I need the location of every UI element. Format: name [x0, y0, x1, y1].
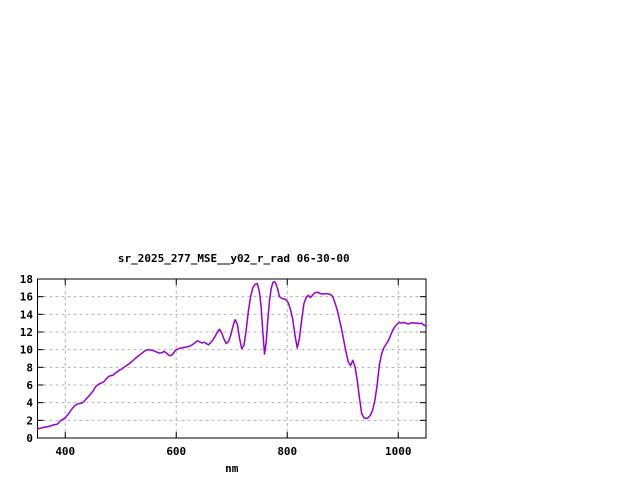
- y-tick-label: 4: [26, 397, 33, 410]
- chart-title: sr_2025_277_MSE__y02_r_rad 06-30-00: [118, 252, 350, 265]
- x-tick-label: 1000: [385, 445, 412, 458]
- x-tick-label: 600: [166, 445, 186, 458]
- y-tick-label: 18: [20, 273, 33, 286]
- spectrum-line: [36, 280, 427, 430]
- y-tick-label: 10: [20, 344, 33, 357]
- y-tick-label: 12: [20, 326, 33, 339]
- plot-border: [37, 278, 427, 439]
- axis-ticks: [37, 278, 426, 439]
- y-tick-label: 8: [26, 361, 33, 374]
- x-axis-label: nm: [225, 462, 239, 475]
- y-tick-label: 6: [26, 379, 33, 392]
- x-tick-label: 800: [277, 445, 297, 458]
- grid-lines: [37, 279, 426, 438]
- y-tick-label: 0: [26, 432, 33, 445]
- y-tick-label: 16: [20, 291, 34, 304]
- tick-labels: 400 600 800 1000 0 2 4 6 8 10 12 14 16 18: [20, 273, 412, 458]
- x-tick-label: 400: [55, 445, 75, 458]
- y-tick-label: 14: [20, 308, 34, 321]
- y-tick-label: 2: [26, 414, 33, 427]
